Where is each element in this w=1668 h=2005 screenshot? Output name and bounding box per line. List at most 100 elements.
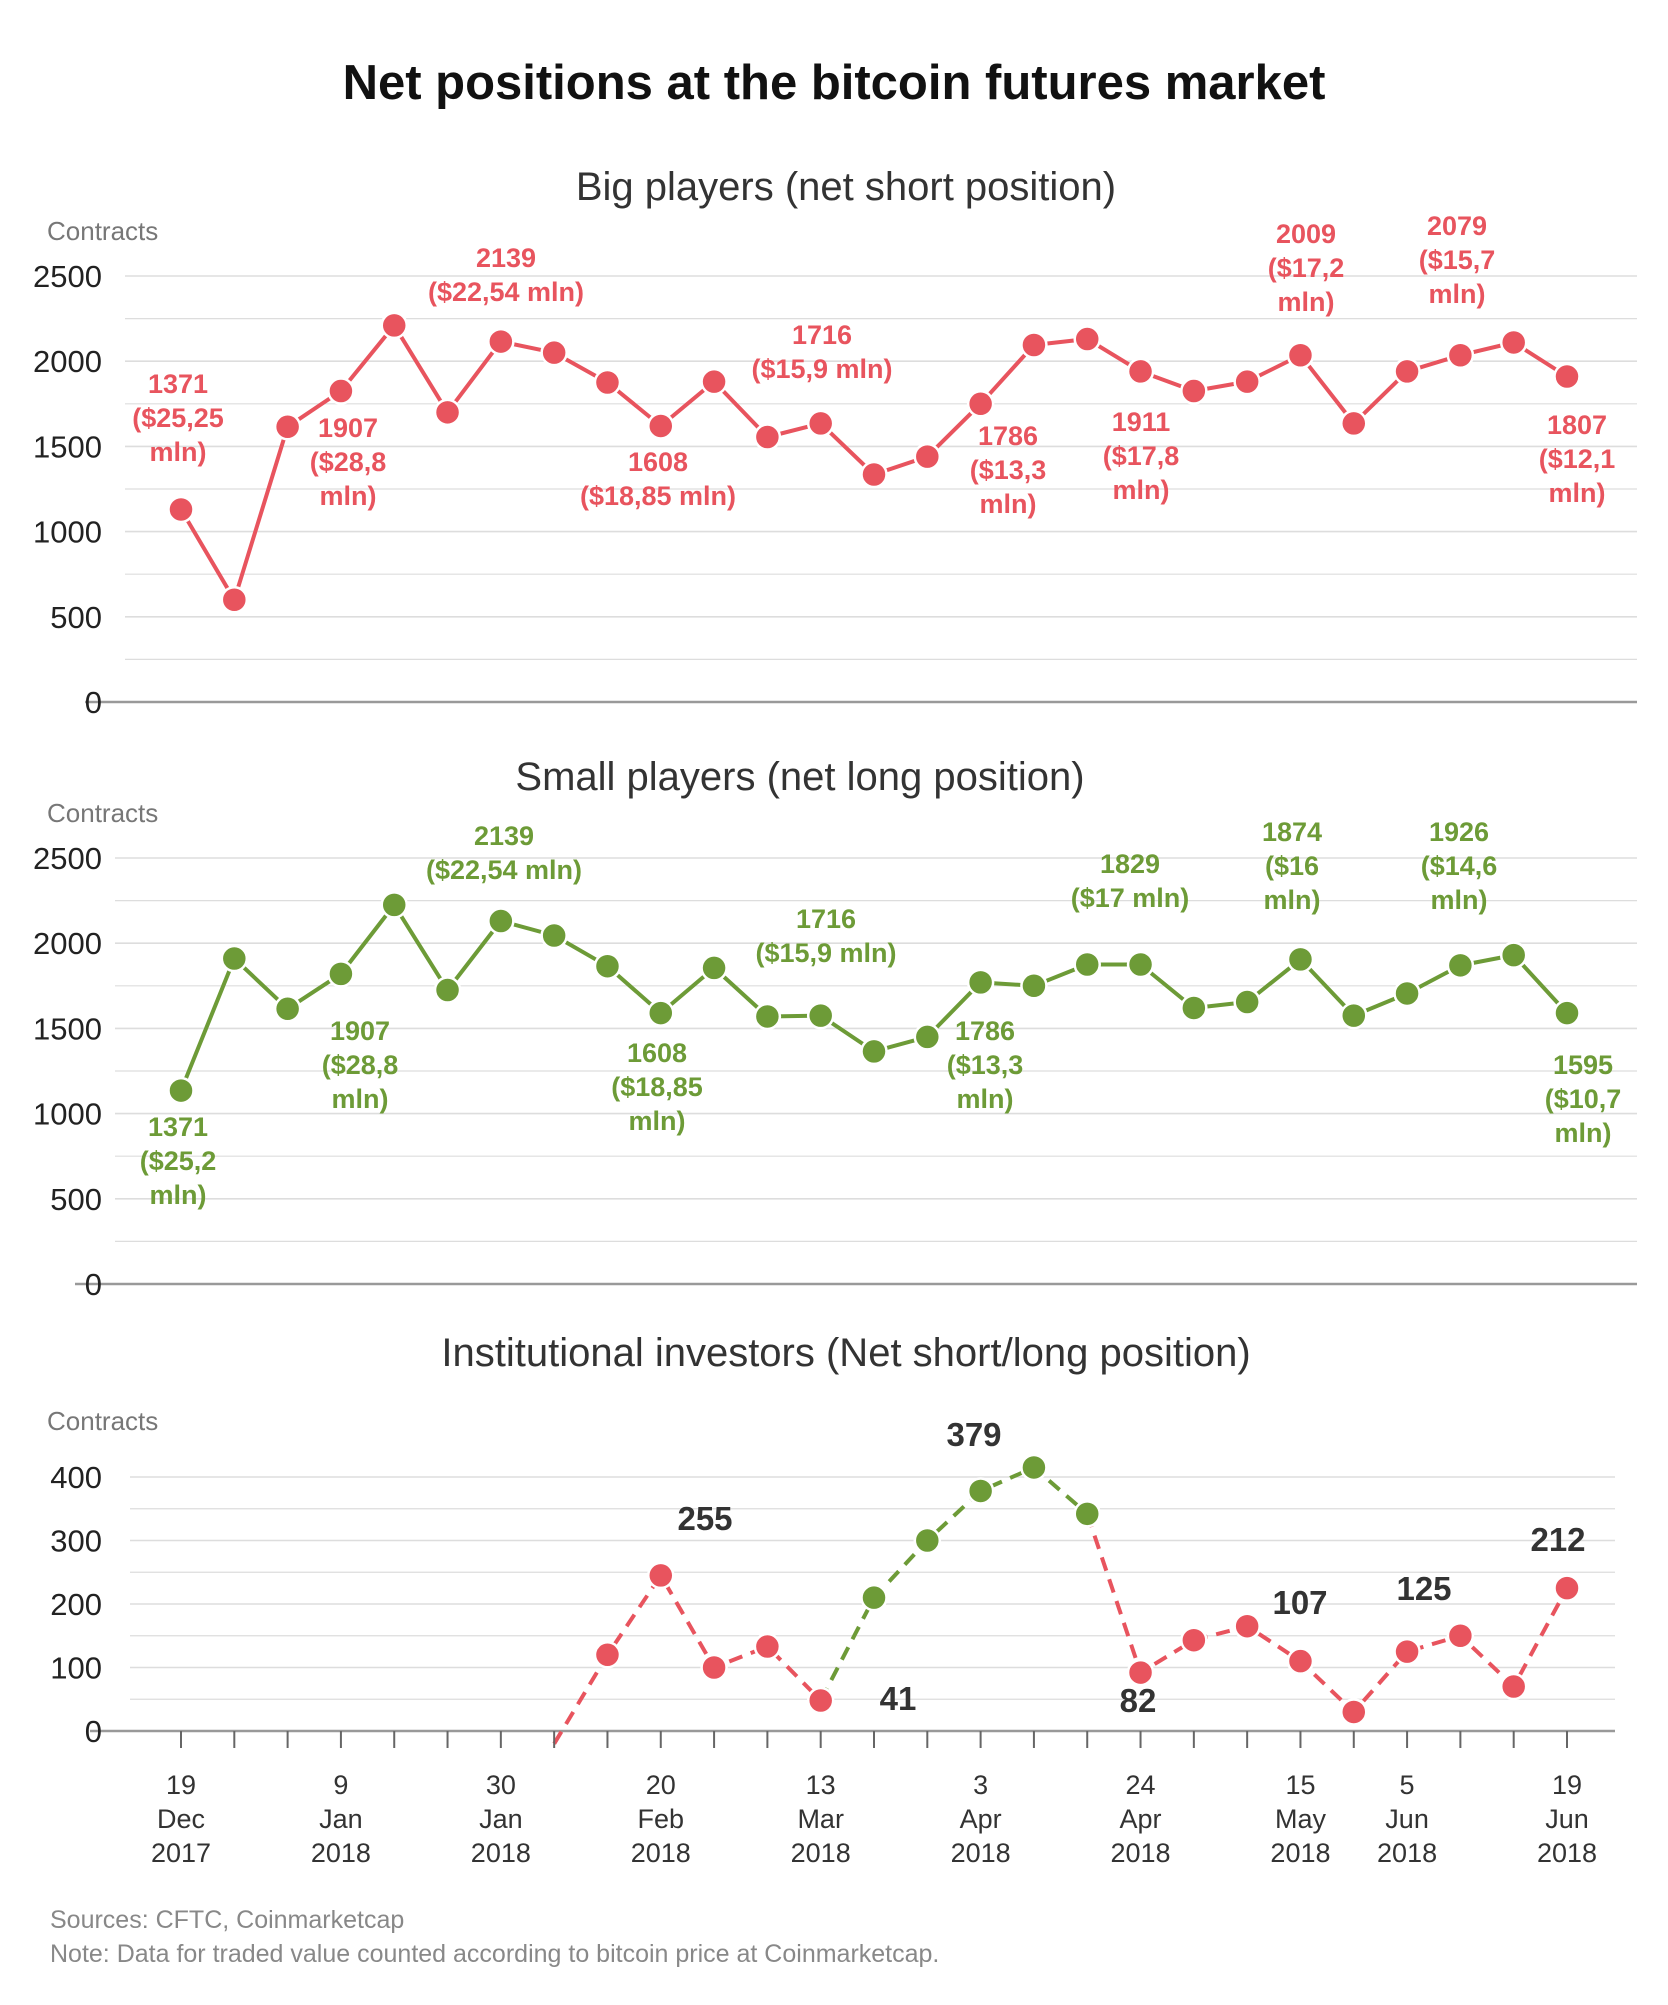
data-point	[753, 423, 782, 451]
footnote: Note: Data for traded value counted acco…	[50, 1940, 939, 1968]
data-label: 1907	[330, 1016, 390, 1046]
y-tick-label: 100	[50, 1651, 102, 1686]
panel-title: Small players (net long position)	[515, 755, 1084, 799]
y-tick-label: 2500	[33, 841, 102, 876]
y-tick-label: 400	[50, 1460, 102, 1495]
data-point	[1499, 941, 1528, 969]
data-point	[540, 338, 568, 367]
data-point	[1233, 1612, 1261, 1640]
data-point	[860, 1037, 888, 1066]
data-label: 1716	[796, 904, 856, 934]
x-tick-label: Jun	[1385, 1804, 1429, 1834]
data-point	[433, 398, 462, 427]
data-point	[327, 377, 355, 405]
data-label: mln)	[1278, 287, 1335, 317]
data-point	[753, 1002, 782, 1031]
data-point	[1553, 999, 1581, 1027]
y-tick-label: 1500	[33, 429, 102, 464]
data-label: mln)	[1555, 1118, 1612, 1148]
x-tick-label: 2018	[1110, 1838, 1170, 1868]
x-tick-label: 2018	[1377, 1838, 1437, 1868]
data-point	[1233, 367, 1261, 396]
data-label: mln)	[332, 1084, 389, 1114]
data-label: ($17 mln)	[1071, 883, 1190, 913]
data-point	[1393, 979, 1421, 1008]
data-point	[540, 921, 568, 950]
x-tick-label: 2018	[791, 1838, 851, 1868]
data-label: ($12,1	[1539, 444, 1616, 474]
data-point	[1286, 945, 1315, 974]
data-label: 2139	[474, 821, 534, 851]
data-point	[1446, 951, 1475, 980]
data-label: ($10,7	[1545, 1084, 1622, 1114]
data-point	[593, 952, 622, 980]
data-point	[913, 442, 942, 471]
data-label: 2079	[1427, 211, 1487, 241]
data-point	[700, 367, 728, 396]
data-label: 125	[1396, 1570, 1451, 1607]
data-label: ($17,2	[1268, 253, 1345, 283]
data-label: ($22,54 mln)	[426, 855, 582, 885]
data-point	[1553, 1574, 1581, 1602]
data-label: ($15,9 mln)	[755, 938, 896, 968]
data-point	[1393, 357, 1421, 386]
data-point	[487, 327, 515, 356]
data-point	[700, 1653, 728, 1682]
data-label: ($25,25	[132, 403, 224, 433]
data-point	[1020, 1453, 1048, 1482]
y-tick-label: 1500	[33, 1011, 102, 1046]
x-tick-label: 2018	[951, 1838, 1011, 1868]
x-tick-label: 5	[1400, 1770, 1415, 1800]
data-point	[273, 413, 302, 441]
data-point	[860, 460, 888, 489]
data-label: 1716	[792, 320, 852, 350]
data-point	[1180, 1626, 1208, 1654]
series-line	[818, 1465, 1089, 1702]
data-label: 1371	[148, 369, 208, 399]
y-tick-label: 1000	[33, 515, 102, 550]
y-axis-label: Contracts	[47, 216, 158, 246]
data-label: ($15,7	[1419, 245, 1496, 275]
data-point	[966, 390, 995, 418]
data-point	[1446, 1622, 1475, 1650]
data-point	[167, 1076, 195, 1105]
data-point	[593, 1641, 622, 1669]
data-point	[380, 891, 408, 919]
x-tick-label: 2017	[151, 1838, 211, 1868]
x-tick-label: Apr	[960, 1804, 1002, 1834]
data-label: ($18,85	[611, 1072, 703, 1102]
x-tick-label: Jan	[319, 1804, 363, 1834]
data-label: 1786	[978, 421, 1038, 451]
panel-title: Big players (net short position)	[576, 165, 1116, 209]
data-point	[1233, 988, 1261, 1016]
data-point	[220, 944, 249, 973]
x-axis: 19 Dec 2017 9 Jan 2018 30 Jan 2018 20 Feb 2018 13 Mar…	[151, 1731, 1597, 1868]
data-label: mln)	[1431, 885, 1488, 915]
x-tick-label: 2018	[1537, 1838, 1597, 1868]
data-point	[647, 1561, 675, 1590]
data-point	[1126, 357, 1155, 386]
y-tick-label: 200	[50, 1587, 102, 1622]
x-tick-label: 19	[166, 1770, 196, 1800]
x-tick-label: 24	[1126, 1770, 1156, 1800]
data-point	[806, 409, 835, 438]
data-label: 1907	[318, 413, 378, 443]
y-tick-label: 500	[50, 1182, 102, 1217]
data-label: 1874	[1262, 817, 1322, 847]
data-label: 1608	[627, 1038, 687, 1068]
x-tick-label: 9	[333, 1770, 348, 1800]
y-tick-label: 2000	[33, 344, 102, 379]
data-label: mln)	[957, 1084, 1014, 1114]
data-point	[220, 586, 249, 614]
y-tick-label: 2500	[33, 259, 102, 294]
y-tick-label: 300	[50, 1524, 102, 1559]
panel-small-players: Small players (net long position) Contra…	[33, 755, 1637, 1302]
data-point	[1073, 1500, 1101, 1528]
data-label: 1786	[955, 1016, 1015, 1046]
data-label: 1807	[1547, 410, 1607, 440]
x-tick-label: Feb	[638, 1804, 685, 1834]
data-point	[1020, 331, 1048, 359]
data-point	[1393, 1637, 1421, 1666]
data-point	[806, 1001, 835, 1030]
data-label: mln)	[150, 437, 207, 467]
